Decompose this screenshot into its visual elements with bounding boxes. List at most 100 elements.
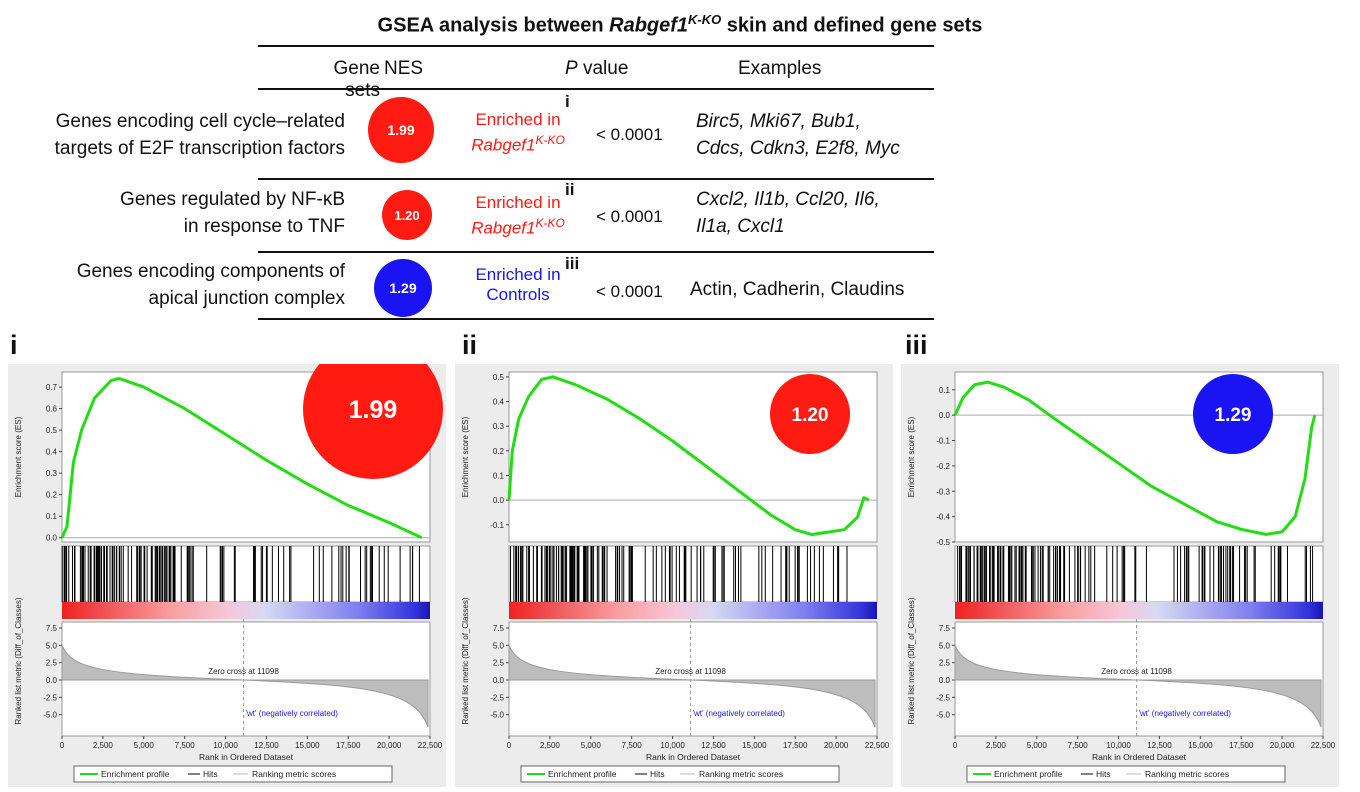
row-2-rule (258, 251, 934, 253)
xtick-label: 15,000 (742, 741, 767, 750)
nes-bubble (770, 374, 850, 454)
negative-correlation-label: 'wt' (negatively correlated) (693, 709, 786, 718)
nes-bubble (1193, 374, 1273, 454)
es-ytick-label: 0.0 (493, 496, 505, 505)
es-ylabel: Enrichment score (ES) (14, 416, 23, 497)
xtick-label: 0 (60, 741, 65, 750)
xtick-label: 22,500 (865, 741, 890, 750)
row-3-gene-set: Genes encoding components of apical junct… (76, 261, 345, 309)
metric-ytick-label: 7.5 (939, 624, 951, 633)
xtick-label: 5,000 (581, 741, 602, 750)
metric-ytick-label: 5.0 (46, 641, 58, 650)
row-3-nes-bubble: 1.29 (374, 259, 432, 317)
legend-hits: Hits (650, 769, 665, 779)
es-ytick-label: 0.0 (46, 534, 58, 543)
es-ytick-label: -0.3 (936, 487, 950, 496)
xtick-label: 7,500 (622, 741, 643, 750)
table-bottom-rule (258, 318, 934, 320)
es-ytick-label: 0.2 (46, 491, 58, 500)
header-examples: Examples (738, 58, 822, 79)
metric-ytick-label: -2.5 (936, 693, 950, 702)
es-ytick-label: 0.1 (939, 386, 951, 395)
row-1-rule (258, 178, 934, 180)
negative-correlation-label: 'wt' (negatively correlated) (1139, 709, 1232, 718)
row-3-p-value: < 0.0001 (596, 282, 663, 301)
table-header-rule (258, 88, 934, 90)
header-gene-sets: Gene sets (333, 58, 380, 101)
xtick-label: 17,500 (1229, 741, 1254, 750)
metric-ylabel: Ranked list metric (Diff_of_Classes) (461, 597, 470, 724)
negative-correlation-label: 'wt' (negatively correlated) (246, 709, 339, 718)
gsea-panel-ii: -0.1 0.0 0.1 0.2 0.3 0.4 0.5 Enrichment score (… (455, 364, 893, 787)
hits-band (954, 545, 1324, 603)
row-3-examples: Actin, Cadherin, Claudins (690, 279, 905, 300)
row-1-enriched: Enriched in Rabgef1K-KO (471, 110, 565, 155)
es-ytick-label: 0.0 (939, 411, 951, 420)
xtick-label: 0 (953, 741, 958, 750)
xlabel: Rank in Ordered Dataset (199, 752, 294, 762)
header-p-value: P value (565, 58, 629, 79)
xtick-label: 20,000 (824, 741, 849, 750)
es-ytick-label: 0.1 (493, 471, 505, 480)
zero-cross-label: Zero cross at 11098 (1101, 667, 1172, 676)
es-ytick-label: -0.2 (936, 462, 950, 471)
es-ytick-label: 0.1 (46, 512, 58, 521)
table-top-rule (258, 45, 934, 47)
xtick-label: 15,000 (295, 741, 320, 750)
es-ytick-label: 0.6 (46, 405, 58, 414)
xlabel: Rank in Ordered Dataset (1092, 752, 1187, 762)
xtick-label: 7,500 (1068, 741, 1089, 750)
figure-title: GSEA analysis between Rabgef1K-KO skin a… (377, 12, 983, 37)
es-ytick-label: -0.1 (490, 521, 504, 530)
legend-profile: Enrichment profile (994, 769, 1063, 779)
zero-cross-label: Zero cross at 11098 (208, 667, 279, 676)
gsea-panel-i: 0.0 0.1 0.2 0.3 0.4 0.5 0.6 0.7 Enrichment score… (8, 339, 446, 787)
row-1-nes-bubble: 1.99 (368, 97, 434, 163)
legend-profile: Enrichment profile (101, 769, 170, 779)
legend-hits: Hits (1096, 769, 1111, 779)
xtick-label: 12,500 (701, 741, 726, 750)
es-ylabel: Enrichment score (ES) (907, 416, 916, 497)
metric-ytick-label: 5.0 (493, 641, 505, 650)
xtick-label: 5,000 (134, 741, 155, 750)
xtick-label: 22,500 (1311, 741, 1336, 750)
row-2-enriched: Enriched in Rabgef1K-KO (471, 193, 565, 238)
legend-profile: Enrichment profile (548, 769, 617, 779)
rank-color-bar (62, 602, 430, 619)
xtick-label: 20,000 (1270, 741, 1295, 750)
es-ytick-label: 0.3 (493, 422, 505, 431)
xtick-label: 17,500 (783, 741, 808, 750)
metric-ytick-label: 2.5 (493, 659, 505, 668)
xtick-label: 7,500 (175, 741, 196, 750)
metric-ytick-label: 2.5 (46, 659, 58, 668)
panel-label-ii: ii (462, 330, 478, 360)
es-ytick-label: -0.1 (936, 437, 950, 446)
es-ytick-label: -0.4 (936, 513, 950, 522)
metric-ylabel: Ranked list metric (Diff_of_Classes) (14, 597, 23, 724)
nes-bubble (303, 339, 443, 479)
rank-color-bar (955, 602, 1323, 619)
es-ytick-label: 0.5 (493, 373, 505, 382)
row-2-examples: Cxcl2, Il1b, Ccl20, Il6, Il1a, Cxcl1 (696, 189, 880, 237)
xtick-label: 10,000 (660, 741, 685, 750)
panel-label-i: i (10, 330, 18, 360)
metric-ytick-label: -5.0 (43, 711, 57, 720)
legend-metric: Ranking metric scores (1145, 769, 1229, 779)
row-2-nes-bubble: 1.20 (382, 190, 432, 240)
es-ytick-label: 0.4 (493, 398, 505, 407)
xtick-label: 5,000 (1027, 741, 1048, 750)
xtick-label: 12,500 (1147, 741, 1172, 750)
hits-band (61, 545, 431, 603)
metric-ytick-label: -5.0 (936, 711, 950, 720)
es-curve (60, 377, 423, 540)
legend-hits: Hits (203, 769, 218, 779)
es-ytick-label: 0.4 (46, 448, 58, 457)
xtick-label: 10,000 (213, 741, 238, 750)
gsea-panel-iii: -0.5 -0.4 -0.3 -0.2 -0.1 0.0 0.1 Enrichment sco… (901, 364, 1339, 787)
es-curve (507, 375, 870, 537)
nes-bubble-label: 1.20 (792, 405, 829, 426)
metric-ytick-label: 5.0 (939, 641, 951, 650)
row-2-roman: ii (565, 180, 575, 199)
metric-ytick-label: -5.0 (490, 711, 504, 720)
header-nes: NES (384, 58, 424, 79)
